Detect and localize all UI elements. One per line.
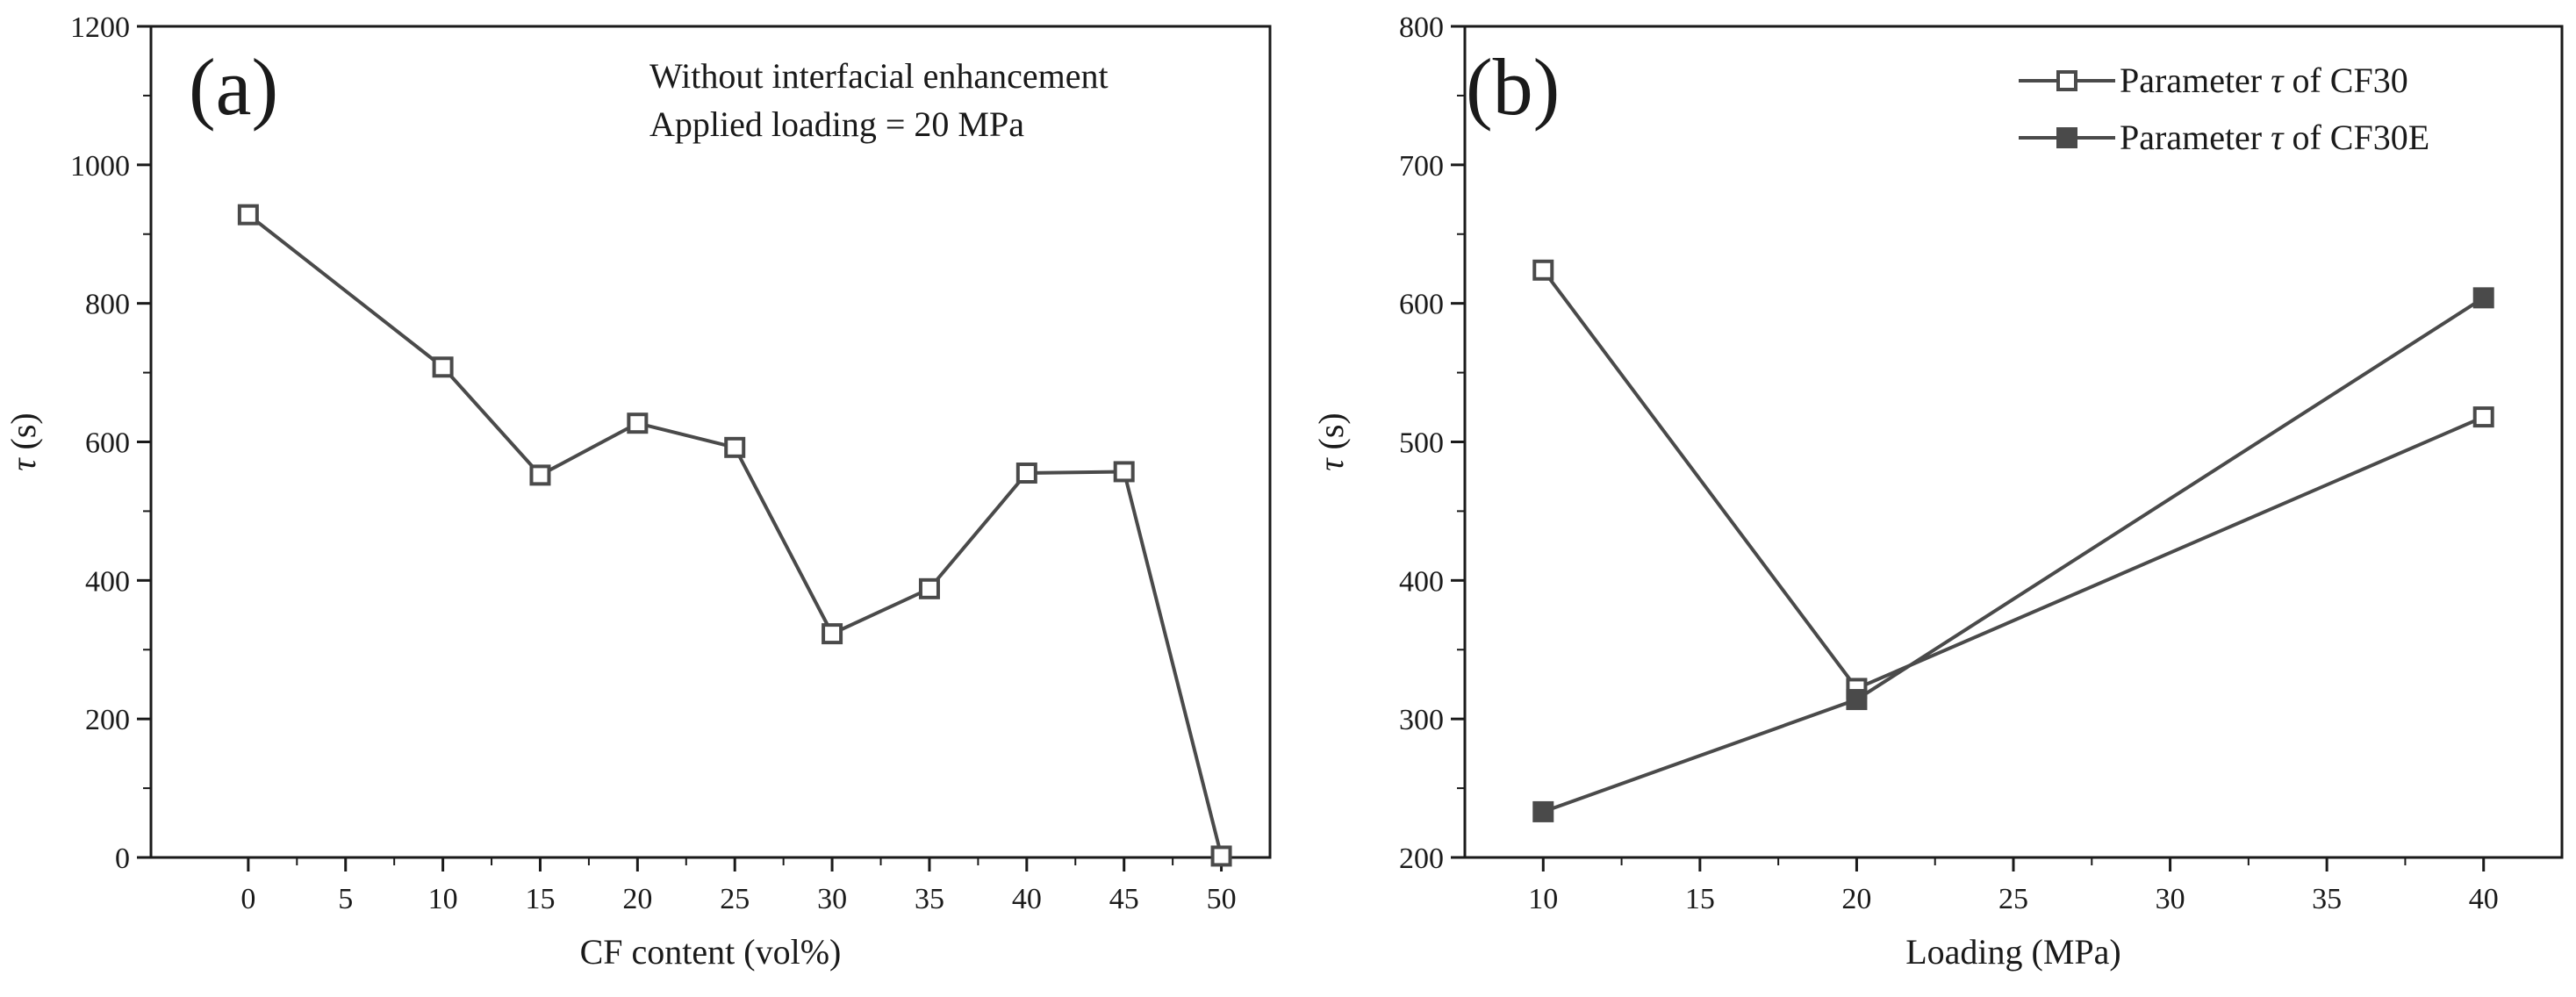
y-axis-title: τ (s) (4, 412, 43, 471)
data-point (2472, 406, 2494, 428)
series-line (1541, 269, 2485, 691)
x-tick-label: 45 (1109, 883, 1139, 915)
y-tick-label: 600 (1399, 289, 1444, 321)
y-tick-label: 200 (1399, 843, 1444, 875)
x-axis-title: CF content (vol%) (580, 932, 842, 972)
y-tick-label: 0 (115, 843, 130, 875)
x-tick-label: 20 (1841, 883, 1871, 915)
data-point (1015, 463, 1037, 484)
legend-item: Parameter τ of CF30E (2019, 118, 2429, 157)
y-tick-label: 300 (1399, 704, 1444, 736)
series-1 (237, 204, 1232, 867)
x-tick-label: 35 (2312, 883, 2342, 915)
y-tick-label: 600 (85, 427, 130, 460)
data-point (1532, 800, 1554, 822)
legend-marker (2056, 70, 2077, 91)
data-point (432, 356, 454, 378)
chart-panel-a: 0 5 10 15 20 25 30 35 40 45 50 0 200 400 600 800 1000 120… (4, 11, 1272, 972)
y-tick-label: 500 (1399, 427, 1444, 460)
annotation-text: Without interfacial enhancement (649, 56, 1109, 96)
series-1 (1532, 259, 2494, 699)
series-line (1542, 296, 2485, 814)
x-tick-label: 15 (1685, 883, 1715, 915)
x-tick-label: 20 (622, 883, 652, 915)
legend-item: Parameter τ of CF30 (2019, 61, 2408, 100)
y-tick-label: 200 (85, 704, 130, 736)
y-tick-label: 1000 (70, 150, 130, 183)
data-point (1210, 845, 1232, 867)
legend: Parameter τ of CF30 Parameter τ of CF30E (2019, 61, 2429, 157)
y-tick-label: 1200 (70, 11, 130, 44)
data-point (1846, 689, 1868, 711)
x-tick-label: 35 (915, 883, 944, 915)
data-point (724, 436, 746, 458)
annotation-text: Applied loading = 20 MPa (649, 104, 1024, 144)
x-tick-label: 25 (1998, 883, 2028, 915)
legend-label: Parameter τ of CF30 (2120, 61, 2408, 100)
data-point (237, 204, 259, 226)
x-tick-label: 15 (525, 883, 555, 915)
y-tick-label: 400 (1399, 565, 1444, 598)
x-tick-label: 40 (1012, 883, 1042, 915)
x-tick-label: 50 (1207, 883, 1237, 915)
data-point (529, 464, 551, 486)
series-2 (1532, 287, 2494, 822)
x-tick-label: 30 (817, 883, 847, 915)
data-point (1113, 461, 1135, 483)
x-axis-title: Loading (MPa) (1905, 932, 2121, 972)
data-point (822, 623, 843, 645)
data-point (918, 577, 940, 599)
y-tick-label: 800 (85, 289, 130, 321)
x-tick-label: 25 (720, 883, 750, 915)
data-point (2472, 287, 2494, 309)
x-tick-label: 30 (2156, 883, 2185, 915)
series-line (247, 213, 1223, 857)
x-tick-label: 0 (240, 883, 255, 915)
y-axis-title: τ (s) (1311, 412, 1351, 471)
data-point (1532, 259, 1554, 281)
data-point (627, 412, 649, 434)
x-tick-label: 10 (1528, 883, 1558, 915)
panel-label: (b) (1466, 42, 1560, 132)
y-tick-label: 400 (85, 565, 130, 598)
legend-label: Parameter τ of CF30E (2120, 118, 2429, 157)
x-tick-label: 40 (2469, 883, 2499, 915)
y-tick-label: 700 (1399, 150, 1444, 183)
chart-panel-b: 10 15 20 25 30 35 40 200 300 400 500 600 700 800 Loadi… (1311, 11, 2564, 972)
x-tick-label: 5 (338, 883, 353, 915)
x-tick-label: 10 (428, 883, 458, 915)
legend-marker (2056, 127, 2077, 148)
y-tick-label: 800 (1399, 11, 1444, 44)
panel-label: (a) (189, 42, 278, 132)
